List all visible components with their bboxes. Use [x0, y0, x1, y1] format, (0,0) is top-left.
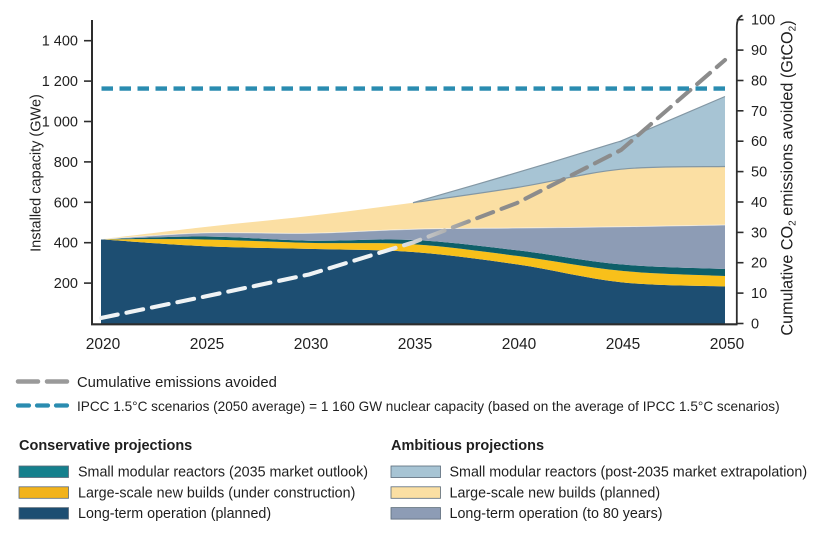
svg-text:30: 30 [751, 225, 767, 241]
svg-text:Small modular reactors (post-2: Small modular reactors (post-2035 market… [450, 465, 808, 481]
svg-text:Ambitious projections: Ambitious projections [391, 438, 544, 454]
svg-text:800: 800 [54, 155, 78, 171]
svg-text:2035: 2035 [398, 336, 432, 353]
svg-text:0: 0 [751, 317, 759, 333]
svg-text:2040: 2040 [502, 336, 537, 353]
svg-text:Cumulative CO2 emissions avoid: Cumulative CO2 emissions avoided (GtCO2) [779, 20, 799, 335]
svg-text:50: 50 [751, 165, 767, 181]
svg-text:1 400: 1 400 [42, 34, 78, 50]
svg-text:60: 60 [751, 134, 767, 150]
svg-text:10: 10 [751, 286, 767, 302]
svg-text:2025: 2025 [190, 336, 224, 353]
svg-text:IPCC 1.5°C scenarios (2050 ave: IPCC 1.5°C scenarios (2050 average) = 1 … [77, 399, 780, 414]
svg-text:2045: 2045 [606, 336, 640, 353]
svg-text:100: 100 [751, 13, 775, 29]
svg-text:1 200: 1 200 [42, 74, 78, 90]
svg-text:Large-scale new builds (under: Large-scale new builds (under constructi… [78, 485, 355, 501]
svg-text:Long-term operation (planned): Long-term operation (planned) [78, 506, 271, 522]
svg-text:200: 200 [54, 276, 78, 292]
svg-text:600: 600 [54, 195, 78, 211]
svg-text:Conservative projections: Conservative projections [19, 438, 192, 454]
svg-text:400: 400 [54, 236, 78, 252]
svg-text:90: 90 [751, 43, 767, 59]
svg-text:Cumulative emissions avoided: Cumulative emissions avoided [77, 375, 277, 391]
svg-text:70: 70 [751, 104, 767, 120]
svg-text:80: 80 [751, 74, 767, 90]
svg-text:20: 20 [751, 256, 767, 272]
svg-text:1 000: 1 000 [42, 115, 78, 131]
svg-text:Large-scale new builds (planne: Large-scale new builds (planned) [450, 485, 661, 501]
svg-text:Small modular reactors (2035 m: Small modular reactors (2035 market outl… [78, 465, 368, 481]
svg-text:2030: 2030 [294, 336, 329, 353]
svg-text:Long-term operation (to 80 yea: Long-term operation (to 80 years) [450, 506, 663, 522]
svg-text:2020: 2020 [86, 336, 121, 353]
svg-text:40: 40 [751, 195, 767, 211]
svg-text:Installed capacity (GWe): Installed capacity (GWe) [29, 94, 45, 252]
svg-text:2050: 2050 [710, 336, 745, 353]
